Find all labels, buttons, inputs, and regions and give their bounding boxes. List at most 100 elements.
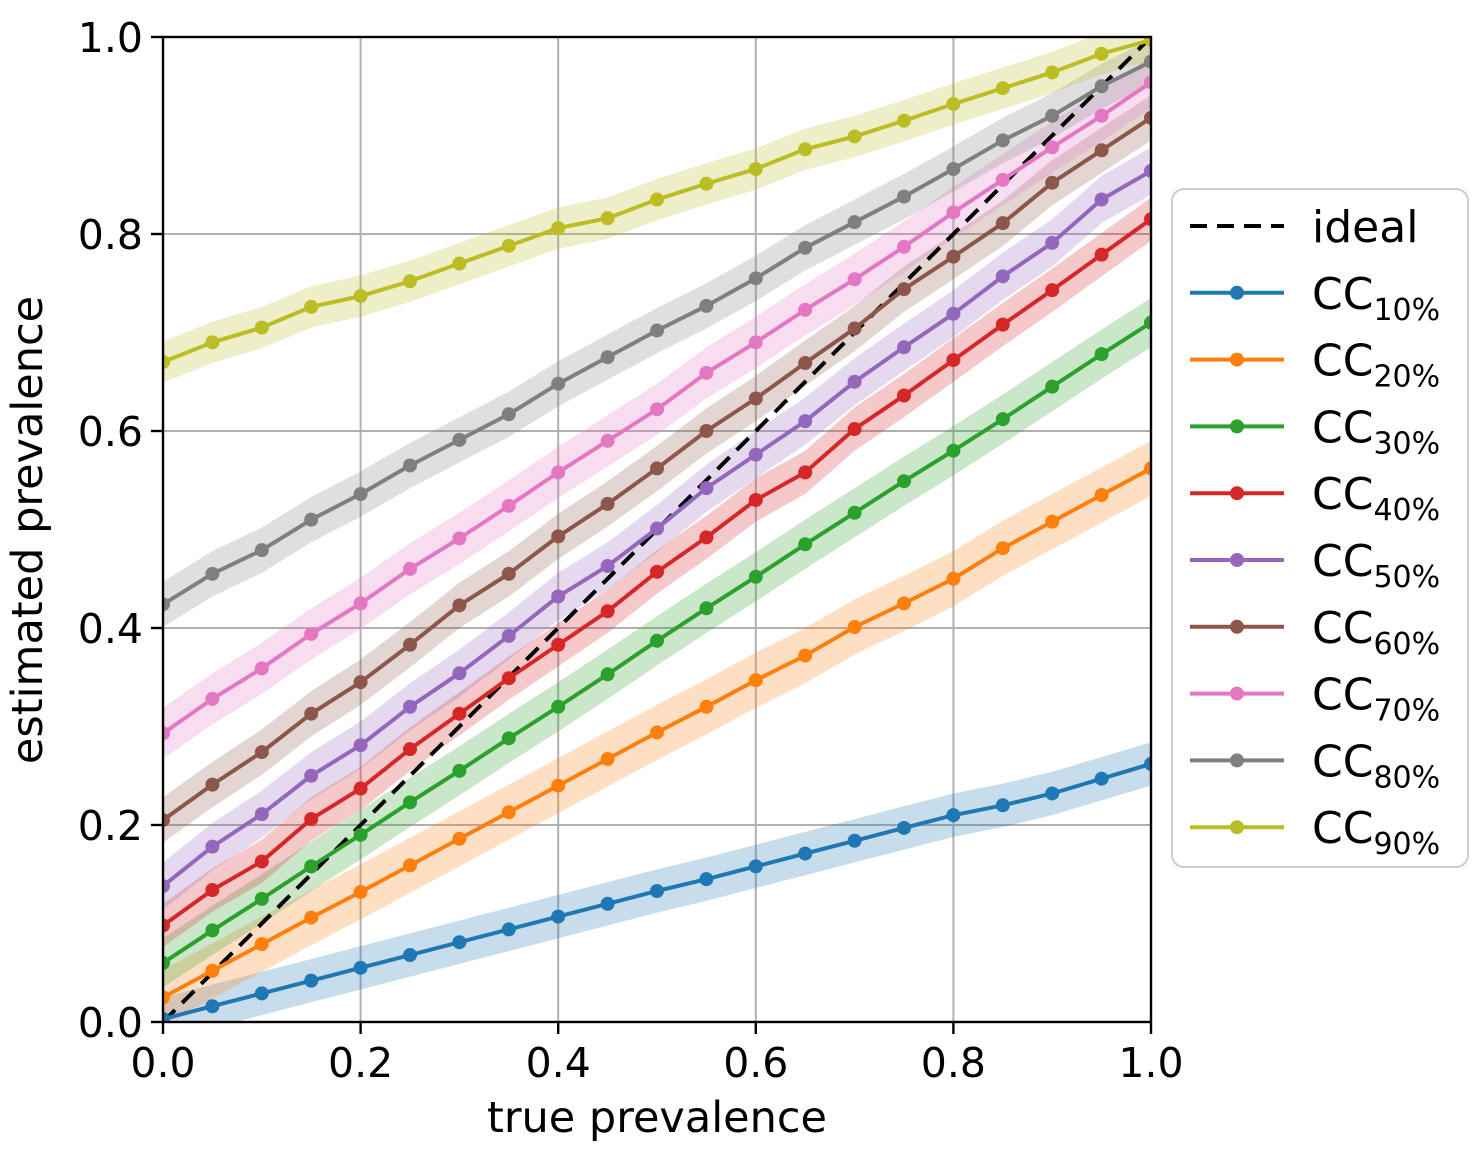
data-point-cc-70 xyxy=(847,272,862,287)
data-point-cc-60 xyxy=(897,282,911,297)
legend-label-cc-90: CC90% xyxy=(1312,803,1440,862)
legend-entry-cc-80: CC80% xyxy=(1190,736,1440,795)
data-point-cc-90 xyxy=(163,355,170,370)
data-point-cc-20 xyxy=(452,831,467,846)
data-point-cc-20 xyxy=(205,963,220,978)
data-point-cc-70 xyxy=(353,596,368,611)
legend-marker-cc-60 xyxy=(1230,619,1244,634)
data-point-cc-30 xyxy=(1045,379,1060,394)
data-point-cc-30 xyxy=(403,795,417,810)
data-point-cc-90 xyxy=(1045,65,1060,80)
data-point-cc-60 xyxy=(501,566,516,581)
data-point-cc-50 xyxy=(748,447,763,462)
legend-label-ideal: ideal xyxy=(1312,202,1418,253)
data-point-cc-60 xyxy=(600,496,615,511)
data-point-cc-60 xyxy=(650,461,664,476)
data-point-cc-20 xyxy=(946,571,961,586)
data-point-cc-70 xyxy=(1094,108,1109,123)
data-point-cc-10 xyxy=(897,820,911,835)
data-point-cc-20 xyxy=(163,990,170,1005)
legend-marker-cc-50 xyxy=(1230,553,1244,567)
data-point-cc-10 xyxy=(551,909,566,924)
series-cc-20 xyxy=(163,461,1151,1005)
data-point-cc-40 xyxy=(403,742,417,757)
data-point-cc-70 xyxy=(798,302,813,317)
data-point-cc-30 xyxy=(1094,347,1109,362)
legend-label-cc-40: CC40% xyxy=(1312,469,1440,528)
legend-entry-cc-20: CC20% xyxy=(1190,336,1440,395)
plot-border xyxy=(161,35,1153,1024)
legend-label-cc-30: CC30% xyxy=(1312,402,1440,461)
data-point-cc-40 xyxy=(946,353,961,368)
legend-marker-cc-70 xyxy=(1230,686,1244,701)
data-point-cc-30 xyxy=(650,633,664,648)
data-point-cc-90 xyxy=(600,211,615,226)
data-point-cc-80 xyxy=(600,350,615,365)
data-point-cc-50 xyxy=(995,269,1010,284)
data-point-cc-60 xyxy=(1094,143,1109,158)
data-point-cc-40 xyxy=(304,812,319,827)
series-cc-60 xyxy=(163,110,1151,828)
data-point-cc-80 xyxy=(946,161,961,176)
data-point-cc-50 xyxy=(946,306,961,321)
data-point-cc-60 xyxy=(551,529,566,544)
legend-label-cc-80: CC80% xyxy=(1312,736,1440,795)
data-point-cc-80 xyxy=(699,298,714,313)
data-point-cc-30 xyxy=(1144,315,1151,330)
data-point-cc-30 xyxy=(699,601,714,616)
series-lines xyxy=(163,37,1151,1022)
data-point-cc-20 xyxy=(699,699,714,714)
chart-built-content: 0.0 0.2 0.4 0.6 0.8 1.0 0.0 0.2 0.4 0.6 0.8 1.0 idea… xyxy=(78,14,1469,1087)
data-point-cc-40 xyxy=(600,604,615,619)
data-point-cc-70 xyxy=(600,433,615,448)
data-point-cc-60 xyxy=(403,637,417,652)
series-cc-80 xyxy=(163,54,1151,612)
data-point-cc-50 xyxy=(205,839,220,854)
data-point-cc-40 xyxy=(798,465,813,480)
data-point-cc-40 xyxy=(650,564,664,579)
legend-label-cc-10: CC10% xyxy=(1312,269,1440,328)
data-point-cc-10 xyxy=(995,798,1010,813)
data-point-cc-30 xyxy=(946,443,961,458)
data-point-cc-90 xyxy=(798,142,813,157)
legend-marker-cc-80 xyxy=(1230,753,1244,768)
data-point-cc-30 xyxy=(205,923,220,938)
data-point-cc-10 xyxy=(748,859,763,874)
data-point-cc-90 xyxy=(304,299,319,314)
data-point-cc-40 xyxy=(205,883,220,898)
data-point-cc-80 xyxy=(1144,54,1151,69)
y-tick-label: 1.0 xyxy=(78,14,143,62)
data-point-cc-90 xyxy=(353,289,368,304)
data-point-cc-80 xyxy=(304,512,319,527)
data-point-cc-80 xyxy=(551,376,566,391)
data-point-cc-10 xyxy=(353,960,368,975)
series-cc-40 xyxy=(163,212,1151,933)
legend-entry-ideal: ideal xyxy=(1190,202,1418,253)
data-point-cc-40 xyxy=(551,637,566,652)
data-point-cc-80 xyxy=(650,323,664,338)
data-point-cc-10 xyxy=(600,896,615,911)
data-point-cc-70 xyxy=(1144,75,1151,90)
data-point-cc-60 xyxy=(847,321,862,336)
data-point-cc-80 xyxy=(163,597,170,612)
legend-label-cc-20: CC20% xyxy=(1312,336,1440,395)
data-point-cc-60 xyxy=(353,675,368,690)
data-point-cc-60 xyxy=(699,424,714,438)
axis-ticks xyxy=(151,35,1153,1034)
data-point-cc-30 xyxy=(847,505,862,520)
data-point-cc-10 xyxy=(699,872,714,887)
data-point-cc-90 xyxy=(946,96,961,111)
data-point-cc-30 xyxy=(897,474,911,489)
series-cc-10 xyxy=(163,756,1151,1022)
x-tick-label: 0.2 xyxy=(328,1039,393,1087)
y-tick-label: 0.4 xyxy=(78,605,143,653)
data-point-cc-90 xyxy=(1094,46,1109,61)
data-point-cc-90 xyxy=(847,129,862,144)
data-point-cc-80 xyxy=(1045,108,1060,123)
legend-marker-cc-30 xyxy=(1230,419,1244,434)
data-point-cc-10 xyxy=(650,883,664,898)
data-point-cc-40 xyxy=(254,854,269,869)
data-point-cc-40 xyxy=(1094,247,1109,262)
